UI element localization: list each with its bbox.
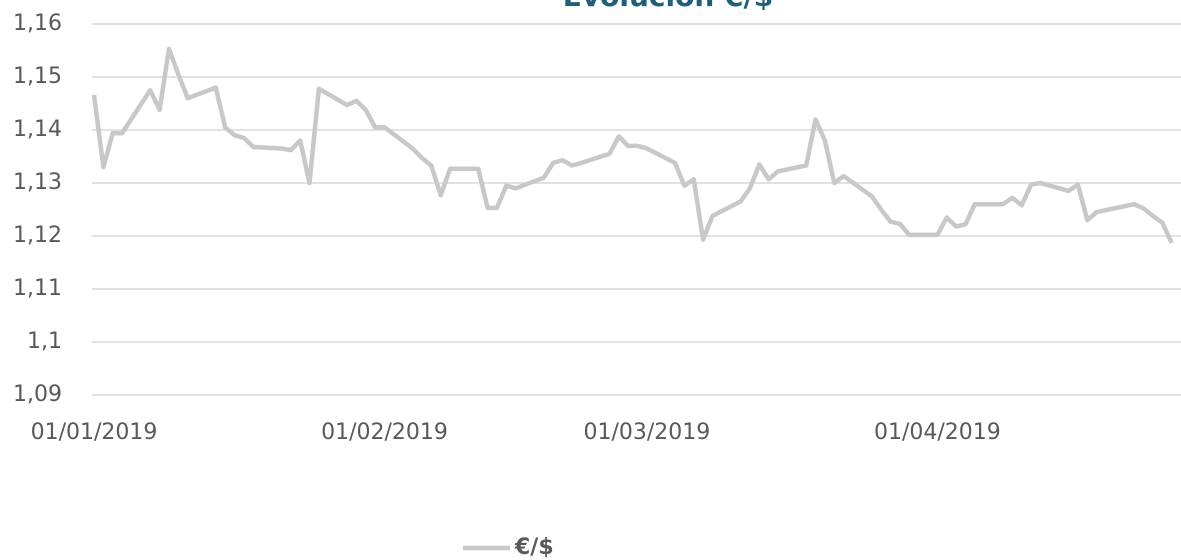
y-tick-label: 1,13	[13, 170, 62, 195]
y-tick-label: 1,09	[13, 382, 62, 407]
x-tick-label: 01/03/2019	[583, 420, 710, 445]
legend-label: €/$	[514, 535, 554, 560]
y-tick-label: 1,14	[13, 117, 62, 142]
x-tick-label: 01/01/2019	[31, 420, 158, 445]
y-tick-label: 1,15	[13, 64, 62, 89]
x-tick-label: 01/02/2019	[321, 420, 448, 445]
data-line	[91, 46, 1174, 244]
chart-title: Evolución €/$	[563, 0, 773, 13]
y-tick-label: 1,16	[13, 11, 62, 36]
y-tick-label: 1,1	[27, 329, 62, 354]
x-tick-label: 01/04/2019	[874, 420, 1001, 445]
y-tick-label: 1,11	[13, 276, 62, 301]
y-tick-label: 1,12	[13, 223, 62, 248]
